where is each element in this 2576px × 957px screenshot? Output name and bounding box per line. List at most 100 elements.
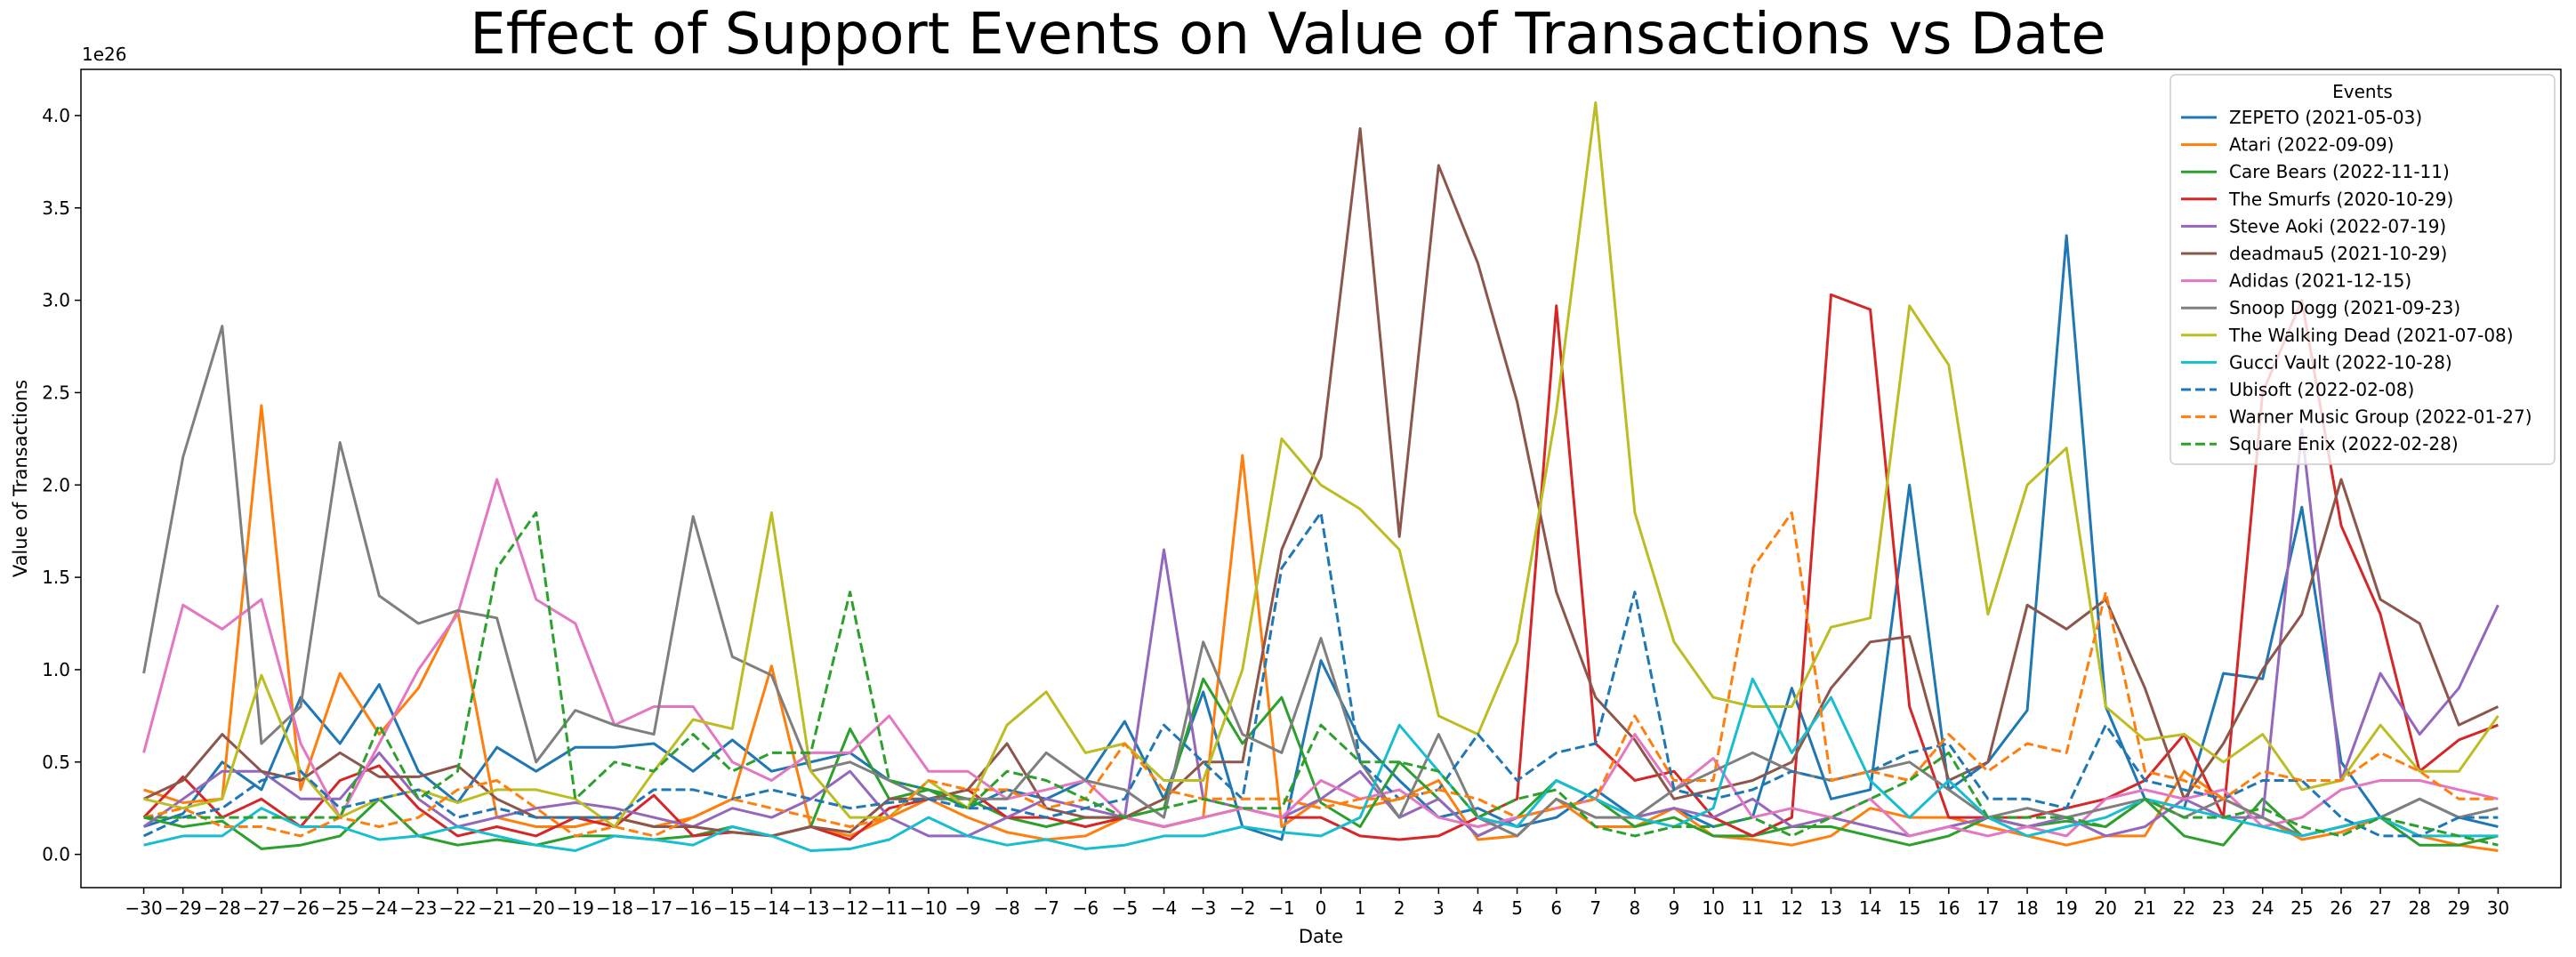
x-tick-label: −16 [674,897,712,919]
legend-entry: The Walking Dead (2021-07-08) [2228,325,2514,346]
x-tick-label: 18 [2016,897,2038,919]
x-tick-label: −10 [910,897,947,919]
legend-title: Events [2332,81,2393,102]
x-tick-label: −3 [1190,897,1216,919]
legend-entry: Warner Music Group (2022-01-27) [2229,406,2532,428]
series-line-2 [143,404,2499,852]
y-tick-label: 0.0 [42,844,70,865]
x-tick-label: −23 [399,897,437,919]
legend-entry: Adidas (2021-12-15) [2229,270,2411,292]
series-line-3 [143,677,2499,850]
x-tick-label: −20 [518,897,555,919]
x-tick-label: −30 [125,897,162,919]
x-tick-label: 13 [1820,897,1842,919]
x-tick-label: −2 [1229,897,1255,919]
x-tick-label: 1 [1355,897,1366,919]
x-tick-label: −1 [1268,897,1294,919]
x-tick-label: 21 [2134,897,2156,919]
x-tick-label: 30 [2487,897,2509,919]
legend-entry: Snoop Dogg (2021-09-23) [2229,297,2460,318]
y-tick-label: 2.0 [42,474,70,495]
x-tick-label: −7 [1033,897,1059,919]
series-line-7 [142,478,2499,838]
x-tick-label: 24 [2251,897,2274,919]
x-tick-label: −29 [165,897,202,919]
x-tick-label: 25 [2290,897,2313,919]
series-line-5 [142,428,2500,838]
x-axis: −30 −29 −28 −27 −26 −25 −24 −23 −22 −21 −20 −19 −18−… [125,888,2509,919]
plot-lines [142,101,2500,852]
x-tick-label: −11 [871,897,908,919]
x-tick-label: −4 [1151,897,1177,919]
legend-entry: ZEPETO (2021-05-03) [2229,107,2422,128]
x-tick-label: −15 [713,897,751,919]
y-tick-label: 0.5 [42,752,70,773]
legend-entry: Steve Aoki (2022-07-19) [2229,215,2446,237]
legend-entry: Atari (2022-09-09) [2229,134,2394,156]
x-tick-label: 17 [1976,897,1999,919]
x-tick-label: −21 [478,897,515,919]
x-tick-label: 11 [1742,897,1764,919]
series-line-8 [142,325,2499,838]
y-tick-label: 3.0 [42,290,70,311]
series-line-13 [143,511,2499,847]
y-tick-label: 3.5 [42,197,70,219]
series-line-11 [142,511,2499,838]
legend: Events ZEPETO (2021-05-03) Atari (2022-09… [2169,74,2556,465]
x-tick-label: −18 [596,897,633,919]
x-tick-label: −12 [832,897,869,919]
series-line-12 [143,511,2499,838]
x-tick-label: 27 [2369,897,2391,919]
x-tick-label: 29 [2448,897,2470,919]
x-tick-label: 0 [1316,897,1327,919]
x-tick-label: 15 [1898,897,1920,919]
x-tick-label: 10 [1702,897,1724,919]
legend-entry: The Smurfs (2020-10-29) [2228,189,2453,210]
x-tick-label: −5 [1112,897,1138,919]
y-offset-label: 1e26 [82,44,126,65]
x-tick-label: −28 [204,897,241,919]
x-tick-label: −25 [321,897,358,919]
chart-title: Effect of Support Events on Value of Tra… [470,2,2105,68]
series-line-4 [142,293,2499,841]
x-tick-label: 2 [1394,897,1405,919]
legend-box [2169,74,2556,465]
x-tick-label: 8 [1630,897,1641,919]
x-tick-label: 28 [2408,897,2430,919]
x-tick-label: 16 [1937,897,1960,919]
x-tick-label: 14 [1859,897,1881,919]
series-line-9 [143,101,2500,828]
x-tick-label: 4 [1472,897,1484,919]
x-tick-label: −13 [792,897,829,919]
x-tick-label: 7 [1590,897,1601,919]
x-tick-label: 3 [1433,897,1445,919]
x-tick-label: −9 [954,897,980,919]
x-tick-label: 6 [1550,897,1562,919]
legend-entry: Care Bears (2022-11-11) [2229,161,2450,182]
x-axis-label: Date [1299,926,1343,947]
x-tick-label: 9 [1669,897,1680,919]
y-tick-label: 1.0 [42,659,70,680]
y-tick-label: 4.0 [42,105,70,126]
series-line-10 [143,677,2499,852]
x-tick-label: −8 [994,897,1019,919]
y-axis: 0.0 0.5 1.0 1.5 2.0 2.5 3.0 3.5 4.0 [42,105,81,865]
legend-entry: Ubisoft (2022-02-08) [2229,379,2414,400]
x-tick-label: −24 [360,897,398,919]
x-tick-label: 23 [2212,897,2234,919]
legend-entry: deadmau5 (2021-10-29) [2229,243,2447,264]
x-tick-label: −14 [753,897,790,919]
x-tick-label: 12 [1781,897,1803,919]
x-tick-label: −19 [557,897,594,919]
x-tick-label: 5 [1511,897,1523,919]
y-tick-label: 1.5 [42,567,70,588]
x-tick-label: 19 [2055,897,2077,919]
y-tick-label: 2.5 [42,382,70,403]
x-tick-label: −22 [439,897,476,919]
legend-entry: Gucci Vault (2022-10-28) [2229,351,2452,373]
legend-entry: Square Enix (2022-02-28) [2229,433,2459,454]
y-axis-label: Value of Transactions [10,380,31,577]
legend-items: ZEPETO (2021-05-03) Atari (2022-09-09) Car… [2181,107,2532,454]
x-tick-label: −26 [282,897,319,919]
series-line-1 [143,234,2499,841]
